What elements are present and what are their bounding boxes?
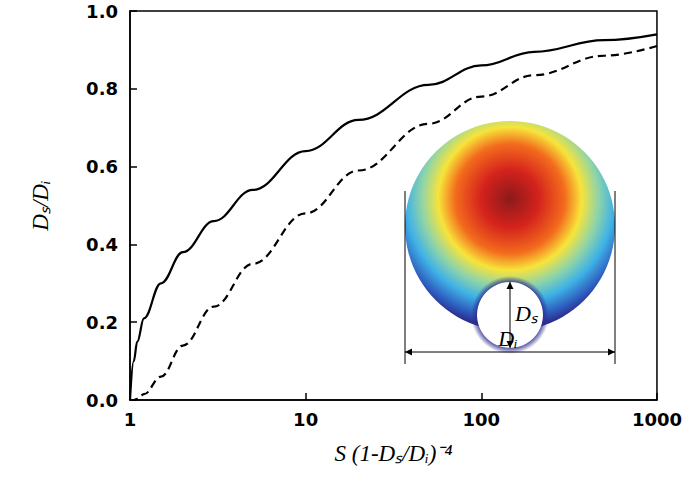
svg-text:1: 1 [124,409,137,430]
svg-text:0.8: 0.8 [86,78,118,99]
svg-text:0.6: 0.6 [86,156,118,177]
svg-text:Dₛ: Dₛ [514,301,539,326]
svg-text:10: 10 [293,409,318,430]
svg-text:100: 100 [463,409,501,430]
svg-text:0.2: 0.2 [86,312,118,333]
svg-text:Dₛ/Dᵢ: Dₛ/Dᵢ [28,180,53,231]
svg-text:1000: 1000 [632,409,682,430]
svg-text:Dᵢ: Dᵢ [497,326,517,351]
svg-text:0.4: 0.4 [86,234,118,255]
svg-text:S (1-Dₛ/Dᵢ)⁻⁴: S (1-Dₛ/Dᵢ)⁻⁴ [334,441,452,466]
svg-text:1.0: 1.0 [86,1,118,22]
svg-text:0.0: 0.0 [86,390,118,411]
